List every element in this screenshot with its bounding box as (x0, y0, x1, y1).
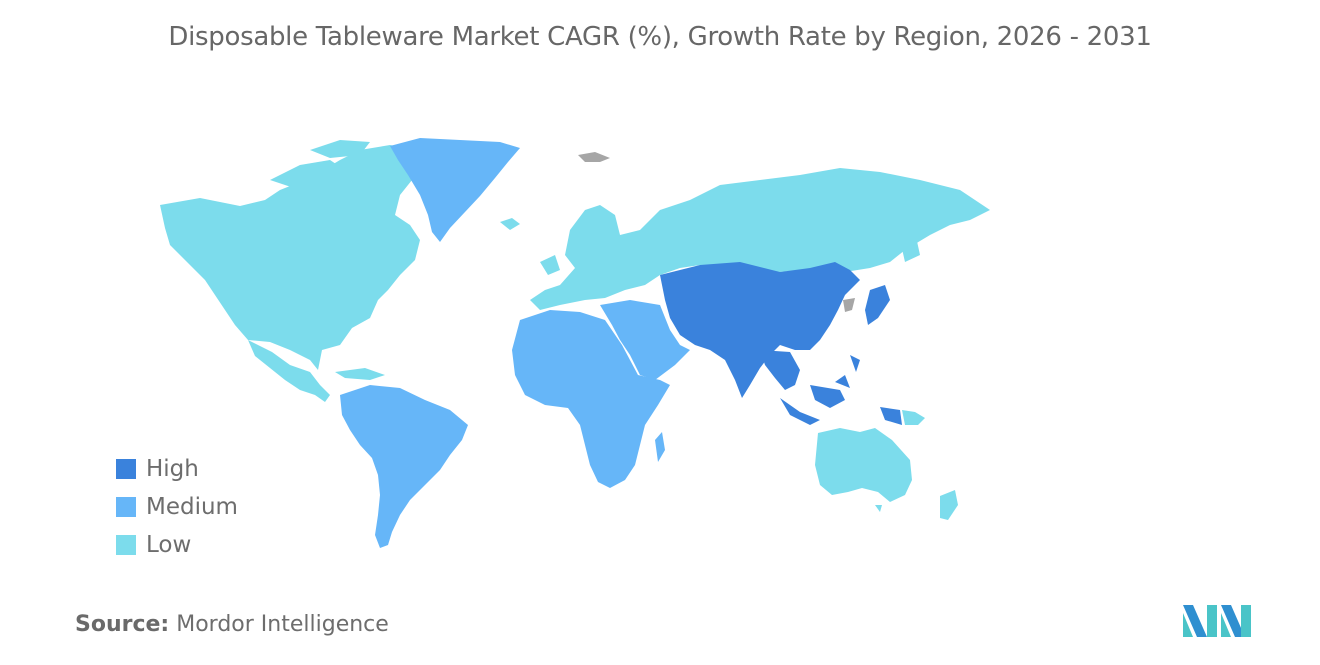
mordor-intelligence-logo-icon (1183, 605, 1251, 637)
region-europe-russia (530, 168, 990, 310)
region-oceania (815, 410, 958, 520)
region-iceland (500, 218, 520, 230)
region-asia-pacific (660, 262, 902, 425)
region-middle-east (600, 300, 690, 380)
legend-label: Low (146, 532, 192, 558)
legend-label: Medium (146, 494, 238, 520)
legend-swatch-medium (116, 497, 136, 517)
source-label: Source: (75, 612, 170, 637)
legend-item-high: High (116, 450, 238, 488)
region-africa (512, 310, 670, 488)
region-greenland (390, 138, 520, 242)
region-no-data (843, 298, 855, 312)
region-svalbard (578, 152, 610, 162)
legend-swatch-low (116, 535, 136, 555)
source-caption: Source: Mordor Intelligence (75, 612, 389, 637)
region-north-america (160, 140, 420, 402)
chart-title: Disposable Tableware Market CAGR (%), Gr… (168, 22, 1152, 52)
legend-item-low: Low (116, 526, 238, 564)
legend-item-medium: Medium (116, 488, 238, 526)
legend-label: High (146, 456, 199, 482)
legend-swatch-high (116, 459, 136, 479)
legend: High Medium Low (116, 450, 238, 564)
region-south-america (340, 385, 468, 548)
source-value: Mordor Intelligence (176, 612, 389, 637)
